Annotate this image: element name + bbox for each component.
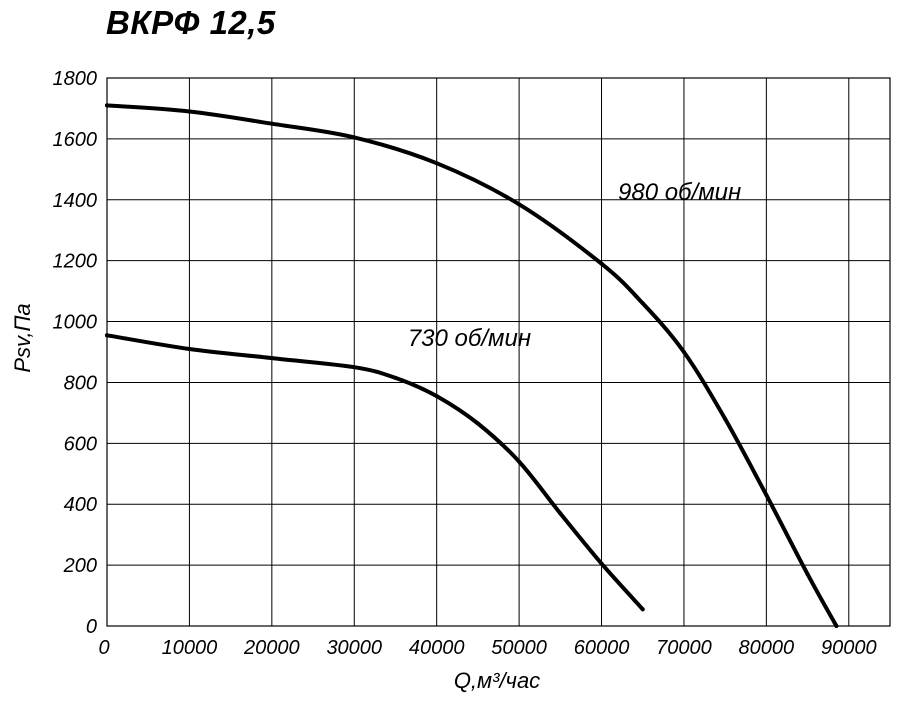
series-1-point [681,350,686,354]
y-tick-label: 1400 [53,190,98,212]
y-tick-label: 600 [64,433,97,455]
x-tick-label: 10000 [162,637,218,659]
series-1-point [434,161,439,166]
series-1-point [105,103,109,108]
x-tick-label: 50000 [491,637,547,659]
x-tick-label: 0 [98,637,109,659]
y-axis-label: Psv,Па [10,303,35,372]
series-2-point [599,561,604,566]
series-2-point [187,346,192,351]
series-2-point [269,356,274,361]
plot-frame [106,77,891,627]
y-tick-label: 1200 [53,251,98,273]
series-label-1: 980 об/мин [618,179,741,206]
series-2-point [517,459,522,464]
series-1-point [640,301,645,306]
x-tick-label: 90000 [821,637,877,659]
series-1-point [805,572,810,577]
x-tick-labels: 0 10000 20000 30000 40000 50000 60000 70000 8000… [98,637,876,659]
series-2-point [558,511,563,516]
series [105,103,839,628]
series-1-point [599,261,604,266]
curve-labels: 980 об/мин 730 об/мин [408,179,741,352]
y-tick-labels: 0 200 400 600 800 1000 1200 1400 1600 1800 [53,68,98,638]
chart-title: ВКРФ 12,5 [106,4,276,41]
y-tick-label: 200 [63,555,97,577]
y-tick-label: 1000 [53,312,98,334]
y-tick-label: 1800 [53,68,98,90]
series-1-point [269,121,274,126]
x-tick-label: 40000 [409,637,465,659]
x-tick-label: 30000 [326,637,382,659]
y-tick-label: 800 [64,372,97,394]
series-2-point [640,607,645,612]
series-2-point [393,375,398,380]
x-tick-label: 20000 [243,637,300,659]
x-axis-label: Q,м³/час [454,668,540,693]
x-tick-label: 60000 [574,637,630,659]
series-1-point [187,109,192,114]
series-2-point [434,394,439,399]
y-tick-label: 400 [64,494,97,516]
series-1-point [764,493,769,498]
series-2-point [475,421,480,426]
series-1-point [517,202,522,207]
series-2-point [105,333,109,338]
series-1-point [834,624,839,628]
series-line-2 [105,333,645,612]
x-tick-label: 80000 [739,637,795,659]
series-label-2: 730 об/мин [408,325,531,352]
y-tick-label: 0 [86,616,97,638]
series-2-point [352,365,357,370]
y-tick-label: 1600 [53,129,98,151]
x-tick-label: 70000 [656,637,712,659]
series-1-point [352,135,357,140]
series-1-point [723,416,728,421]
